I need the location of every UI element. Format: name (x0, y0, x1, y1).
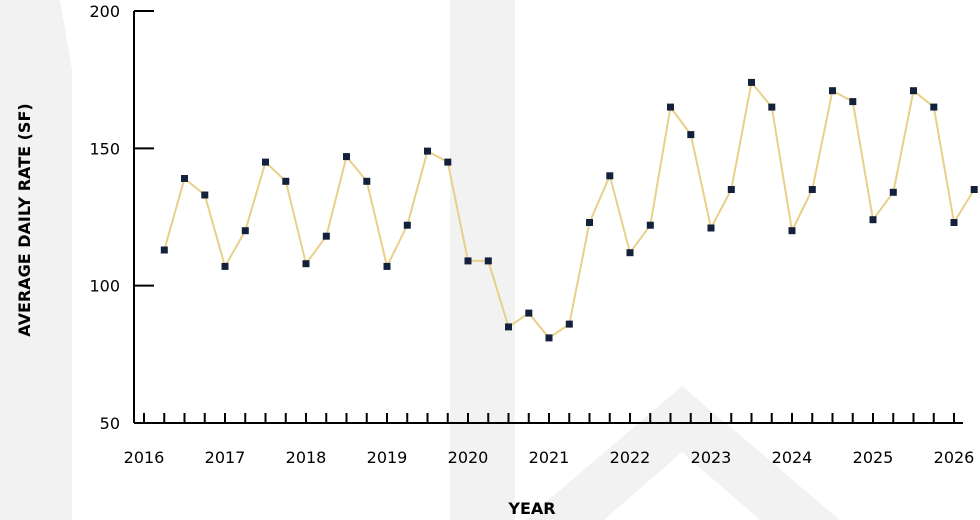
x-tick-label: 2020 (448, 448, 489, 467)
data-point (181, 175, 188, 182)
y-tick-label: 200 (89, 2, 120, 21)
data-point (910, 87, 917, 95)
data-point (748, 78, 755, 86)
x-tick-label: 2024 (772, 448, 813, 467)
data-point (525, 309, 533, 317)
y-tick-label: 100 (89, 277, 120, 296)
x-tick-label: 2023 (691, 448, 732, 467)
data-point (444, 158, 452, 166)
x-tick-label: 2017 (205, 448, 246, 467)
data-point (241, 227, 249, 235)
data-point (869, 216, 877, 224)
x-minor-ticks (143, 413, 955, 423)
x-tick-label: 2018 (286, 448, 327, 467)
x-tick-label: 2021 (529, 448, 570, 467)
y-ticks: 50 100 150 200 (89, 2, 154, 433)
data-point (282, 177, 290, 185)
data-point (687, 131, 695, 139)
x-tick-label: 2016 (124, 448, 165, 467)
data-point (930, 103, 938, 111)
data-point (829, 87, 836, 95)
data-point (505, 323, 512, 331)
data-point (322, 232, 330, 240)
data-point (606, 172, 614, 180)
data-point (646, 221, 654, 229)
data-point (160, 246, 168, 254)
x-tick-label: 2022 (610, 448, 651, 467)
x-tick-label: 2025 (853, 448, 894, 467)
series-line (163, 80, 976, 340)
data-point (302, 260, 310, 268)
data-point (889, 188, 897, 196)
data-point (768, 103, 776, 111)
data-point (403, 221, 411, 229)
y-tick-label: 50 (100, 414, 120, 433)
x-axis-title: YEAR (507, 499, 555, 518)
data-point (727, 186, 735, 193)
data-point (545, 334, 553, 342)
data-point (262, 158, 269, 166)
data-point (201, 191, 209, 199)
x-tick-labels: 2016 2017 2018 2019 2020 2021 2022 2023 2024 2025… (124, 448, 975, 467)
series-points (160, 78, 978, 342)
data-point (424, 147, 431, 155)
watermark (0, 0, 840, 520)
data-point (363, 177, 371, 185)
data-point (484, 257, 492, 265)
data-point (808, 186, 816, 193)
data-point (586, 219, 593, 226)
data-point (343, 153, 350, 161)
y-axis-title: AVERAGE DAILY RATE (SF) (15, 103, 34, 336)
data-point (788, 227, 796, 235)
watermark-shape-chevron (525, 386, 840, 520)
data-point (565, 320, 573, 328)
data-point (626, 249, 634, 257)
data-point (970, 186, 978, 193)
x-tick-label: 2026 (934, 448, 975, 467)
data-point (707, 224, 715, 232)
data-point (667, 103, 674, 111)
data-point (849, 98, 857, 106)
x-tick-label: 2019 (367, 448, 408, 467)
y-tick-label: 150 (89, 139, 120, 158)
data-point (383, 262, 391, 270)
data-point (950, 219, 958, 226)
axes: 50 100 150 200 2016 2017 2018 2019 2020 2021 2022… (89, 2, 974, 467)
data-point (221, 262, 229, 270)
data-point (464, 257, 472, 265)
watermark-shape-left (0, 0, 72, 520)
